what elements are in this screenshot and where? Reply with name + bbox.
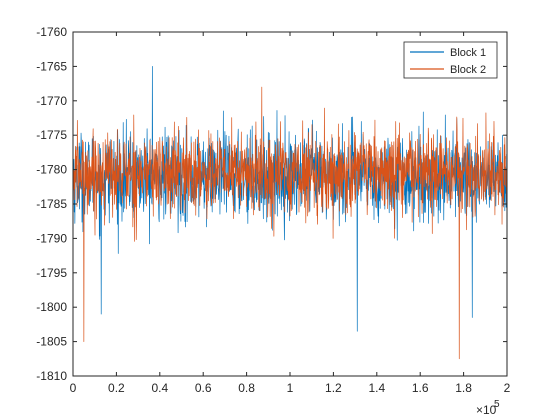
y-tick-label: -1800 — [36, 300, 67, 314]
legend-label-block-2: Block 2 — [450, 64, 486, 76]
y-tick-label: -1810 — [36, 369, 67, 383]
x-tick-label: 2 — [504, 381, 511, 395]
x-tick-label: 1.6 — [412, 381, 429, 395]
labels-layer: 0 0.2 0.4 0.6 0.8 1 1.2 1.4 1.6 1.8 2 -1760 -1765 -17… — [36, 25, 510, 395]
legend: Block 1 Block 2 — [403, 41, 498, 79]
x-tick-label: 0.8 — [238, 381, 255, 395]
x-tick-label: 1 — [287, 381, 294, 395]
y-tick-label: -1790 — [36, 231, 67, 245]
y-tick-label: -1760 — [36, 25, 67, 39]
x-tick-label: 0.4 — [151, 381, 168, 395]
y-tick-label: -1770 — [36, 94, 67, 108]
x-tick-label: 1.8 — [455, 381, 472, 395]
y-tick-label: -1775 — [36, 128, 67, 142]
y-tick-label: -1795 — [36, 266, 67, 280]
legend-label-block-1: Block 1 — [450, 47, 486, 59]
series-line-block-2 — [72, 86, 508, 360]
x-tick-label: 0.6 — [195, 381, 212, 395]
y-tick-label: -1765 — [36, 59, 67, 73]
legend-box — [403, 41, 498, 79]
y-tick-label: -1780 — [36, 163, 67, 177]
x-exponent-power: 5 — [494, 399, 500, 410]
x-tick-label: 0.2 — [108, 381, 125, 395]
x-tick-label: 1.4 — [368, 381, 385, 395]
x-tick-label: 1.2 — [325, 381, 342, 395]
y-tick-label: -1805 — [36, 335, 67, 349]
x-exponent-label: ×10 5 — [476, 399, 500, 417]
x-exponent-base: ×10 — [476, 403, 497, 417]
y-tick-label: -1785 — [36, 197, 67, 211]
x-tick-label: 0 — [70, 381, 77, 395]
series-layer — [72, 66, 508, 360]
ticks-layer — [72, 31, 508, 377]
